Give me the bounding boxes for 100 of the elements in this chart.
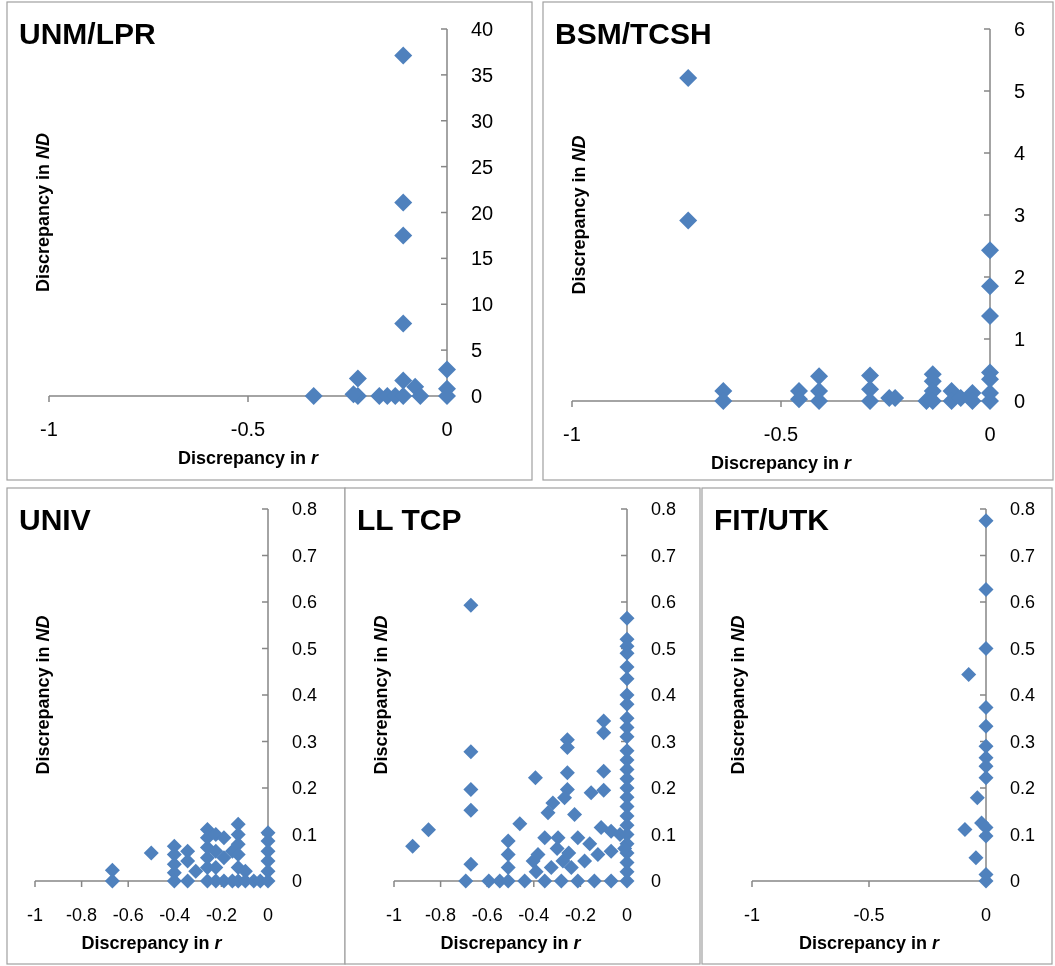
y-axis-title: Discrepancy in ND <box>569 135 589 295</box>
x-tick-label: -1 <box>563 423 581 445</box>
x-tick-label: -1 <box>40 418 58 440</box>
point <box>438 360 456 379</box>
y-axis-title: Discrepancy in ND <box>33 615 53 775</box>
point <box>969 790 985 806</box>
y-tick-label: 0.2 <box>1010 778 1036 799</box>
x-tick-label: -1 <box>385 905 403 925</box>
y-tick-label: 0.3 <box>651 731 677 752</box>
x-tick-label: 0 <box>262 905 274 925</box>
point <box>104 862 120 878</box>
y-tick-label: 4 <box>1014 142 1026 164</box>
point <box>978 641 994 656</box>
y-tick-label: 0.3 <box>1010 731 1036 752</box>
x-tick-label: 0 <box>621 905 633 925</box>
chart-title: UNIV <box>19 503 91 536</box>
y-tick-label: 0 <box>292 871 303 892</box>
chart-title: LL TCP <box>357 503 462 536</box>
x-axis-title: Discrepancy in r <box>710 453 853 473</box>
chart-title: UNM/LPR <box>19 17 156 50</box>
y-tick-label: 0.2 <box>292 778 318 799</box>
y-tick-label: 0.2 <box>651 778 677 799</box>
y-tick-label: 20 <box>471 201 494 224</box>
point <box>957 821 973 837</box>
y-tick-label: 0 <box>471 385 483 407</box>
x-tick-label: -0.4 <box>518 905 550 925</box>
y-axis-title: Discrepancy in ND <box>728 615 748 775</box>
point <box>981 307 999 326</box>
point <box>394 193 413 212</box>
y-tick-label: 0.4 <box>292 685 318 706</box>
x-tick-label: -1 <box>26 905 44 925</box>
y-tick-label: 35 <box>471 63 494 86</box>
x-axis-title: Discrepancy in r <box>81 933 223 953</box>
point <box>104 873 120 889</box>
point <box>216 830 232 846</box>
y-tick-label: 0.7 <box>651 545 677 566</box>
y-tick-label: 0.6 <box>1010 592 1036 613</box>
point <box>216 850 232 866</box>
y-tick-label: 0.8 <box>292 499 318 520</box>
point <box>411 387 430 405</box>
y-tick-label: 1 <box>1014 328 1026 350</box>
y-tick-label: 0.4 <box>651 685 677 706</box>
y-tick-label: 30 <box>471 109 494 132</box>
x-tick-label: 0 <box>984 423 996 445</box>
point <box>679 211 698 230</box>
point <box>180 873 196 889</box>
x-tick-label: 0 <box>980 905 992 925</box>
y-tick-label: 0.6 <box>292 592 318 613</box>
y-tick-label: 0 <box>1014 390 1026 412</box>
x-axis-title: Discrepancy in r <box>177 448 320 468</box>
point <box>394 226 413 245</box>
y-tick-label: 0.5 <box>292 638 318 659</box>
y-tick-label: 0.1 <box>1010 824 1036 845</box>
x-tick-label: -0.4 <box>159 905 191 925</box>
y-tick-label: 0.8 <box>651 499 677 520</box>
point <box>978 700 994 716</box>
y-tick-label: 40 <box>471 18 494 40</box>
point <box>188 863 204 879</box>
y-tick-label: 0.3 <box>292 731 318 752</box>
x-tick-label: -1 <box>743 905 761 925</box>
y-tick-label: 3 <box>1014 204 1026 226</box>
point <box>978 738 994 754</box>
x-tick-label: -0.8 <box>425 905 457 925</box>
point <box>810 367 829 386</box>
y-tick-label: 15 <box>471 247 494 270</box>
y-tick-label: 0.5 <box>651 638 677 659</box>
y-tick-label: 5 <box>471 339 483 362</box>
point <box>394 46 413 65</box>
y-axis-title: Discrepancy in ND <box>371 615 391 775</box>
y-tick-label: 2 <box>1014 266 1026 288</box>
point <box>861 366 880 385</box>
point <box>208 843 224 859</box>
point <box>679 68 698 87</box>
x-tick-label: -0.2 <box>564 905 596 925</box>
y-tick-label: 6 <box>1014 18 1026 40</box>
point <box>978 513 994 529</box>
y-tick-label: 0 <box>651 871 662 892</box>
y-tick-label: 0.1 <box>292 824 318 845</box>
x-axis-title: Discrepancy in r <box>798 933 941 953</box>
x-tick-label: 0 <box>441 418 453 440</box>
x-tick-label: -0.6 <box>112 905 144 925</box>
y-tick-label: 0.4 <box>1010 685 1036 706</box>
x-tick-label: -0.5 <box>763 423 799 445</box>
x-tick-label: -0.8 <box>66 905 98 925</box>
point <box>981 241 999 260</box>
y-tick-label: 0.1 <box>651 824 677 845</box>
chart-title: BSM/TCSH <box>555 17 712 50</box>
point <box>968 850 984 866</box>
point <box>961 667 977 683</box>
x-tick-label: -0.2 <box>205 905 237 925</box>
y-tick-label: 5 <box>1014 80 1026 102</box>
y-tick-label: 0 <box>1010 871 1021 892</box>
point <box>143 845 159 861</box>
y-tick-label: 0.7 <box>1010 545 1036 566</box>
x-tick-label: -0.5 <box>853 905 885 925</box>
point <box>394 314 413 333</box>
y-axis-title: Discrepancy in ND <box>33 132 53 293</box>
point <box>981 277 999 296</box>
y-tick-label: 10 <box>471 293 494 316</box>
y-tick-label: 0.8 <box>1010 499 1036 520</box>
